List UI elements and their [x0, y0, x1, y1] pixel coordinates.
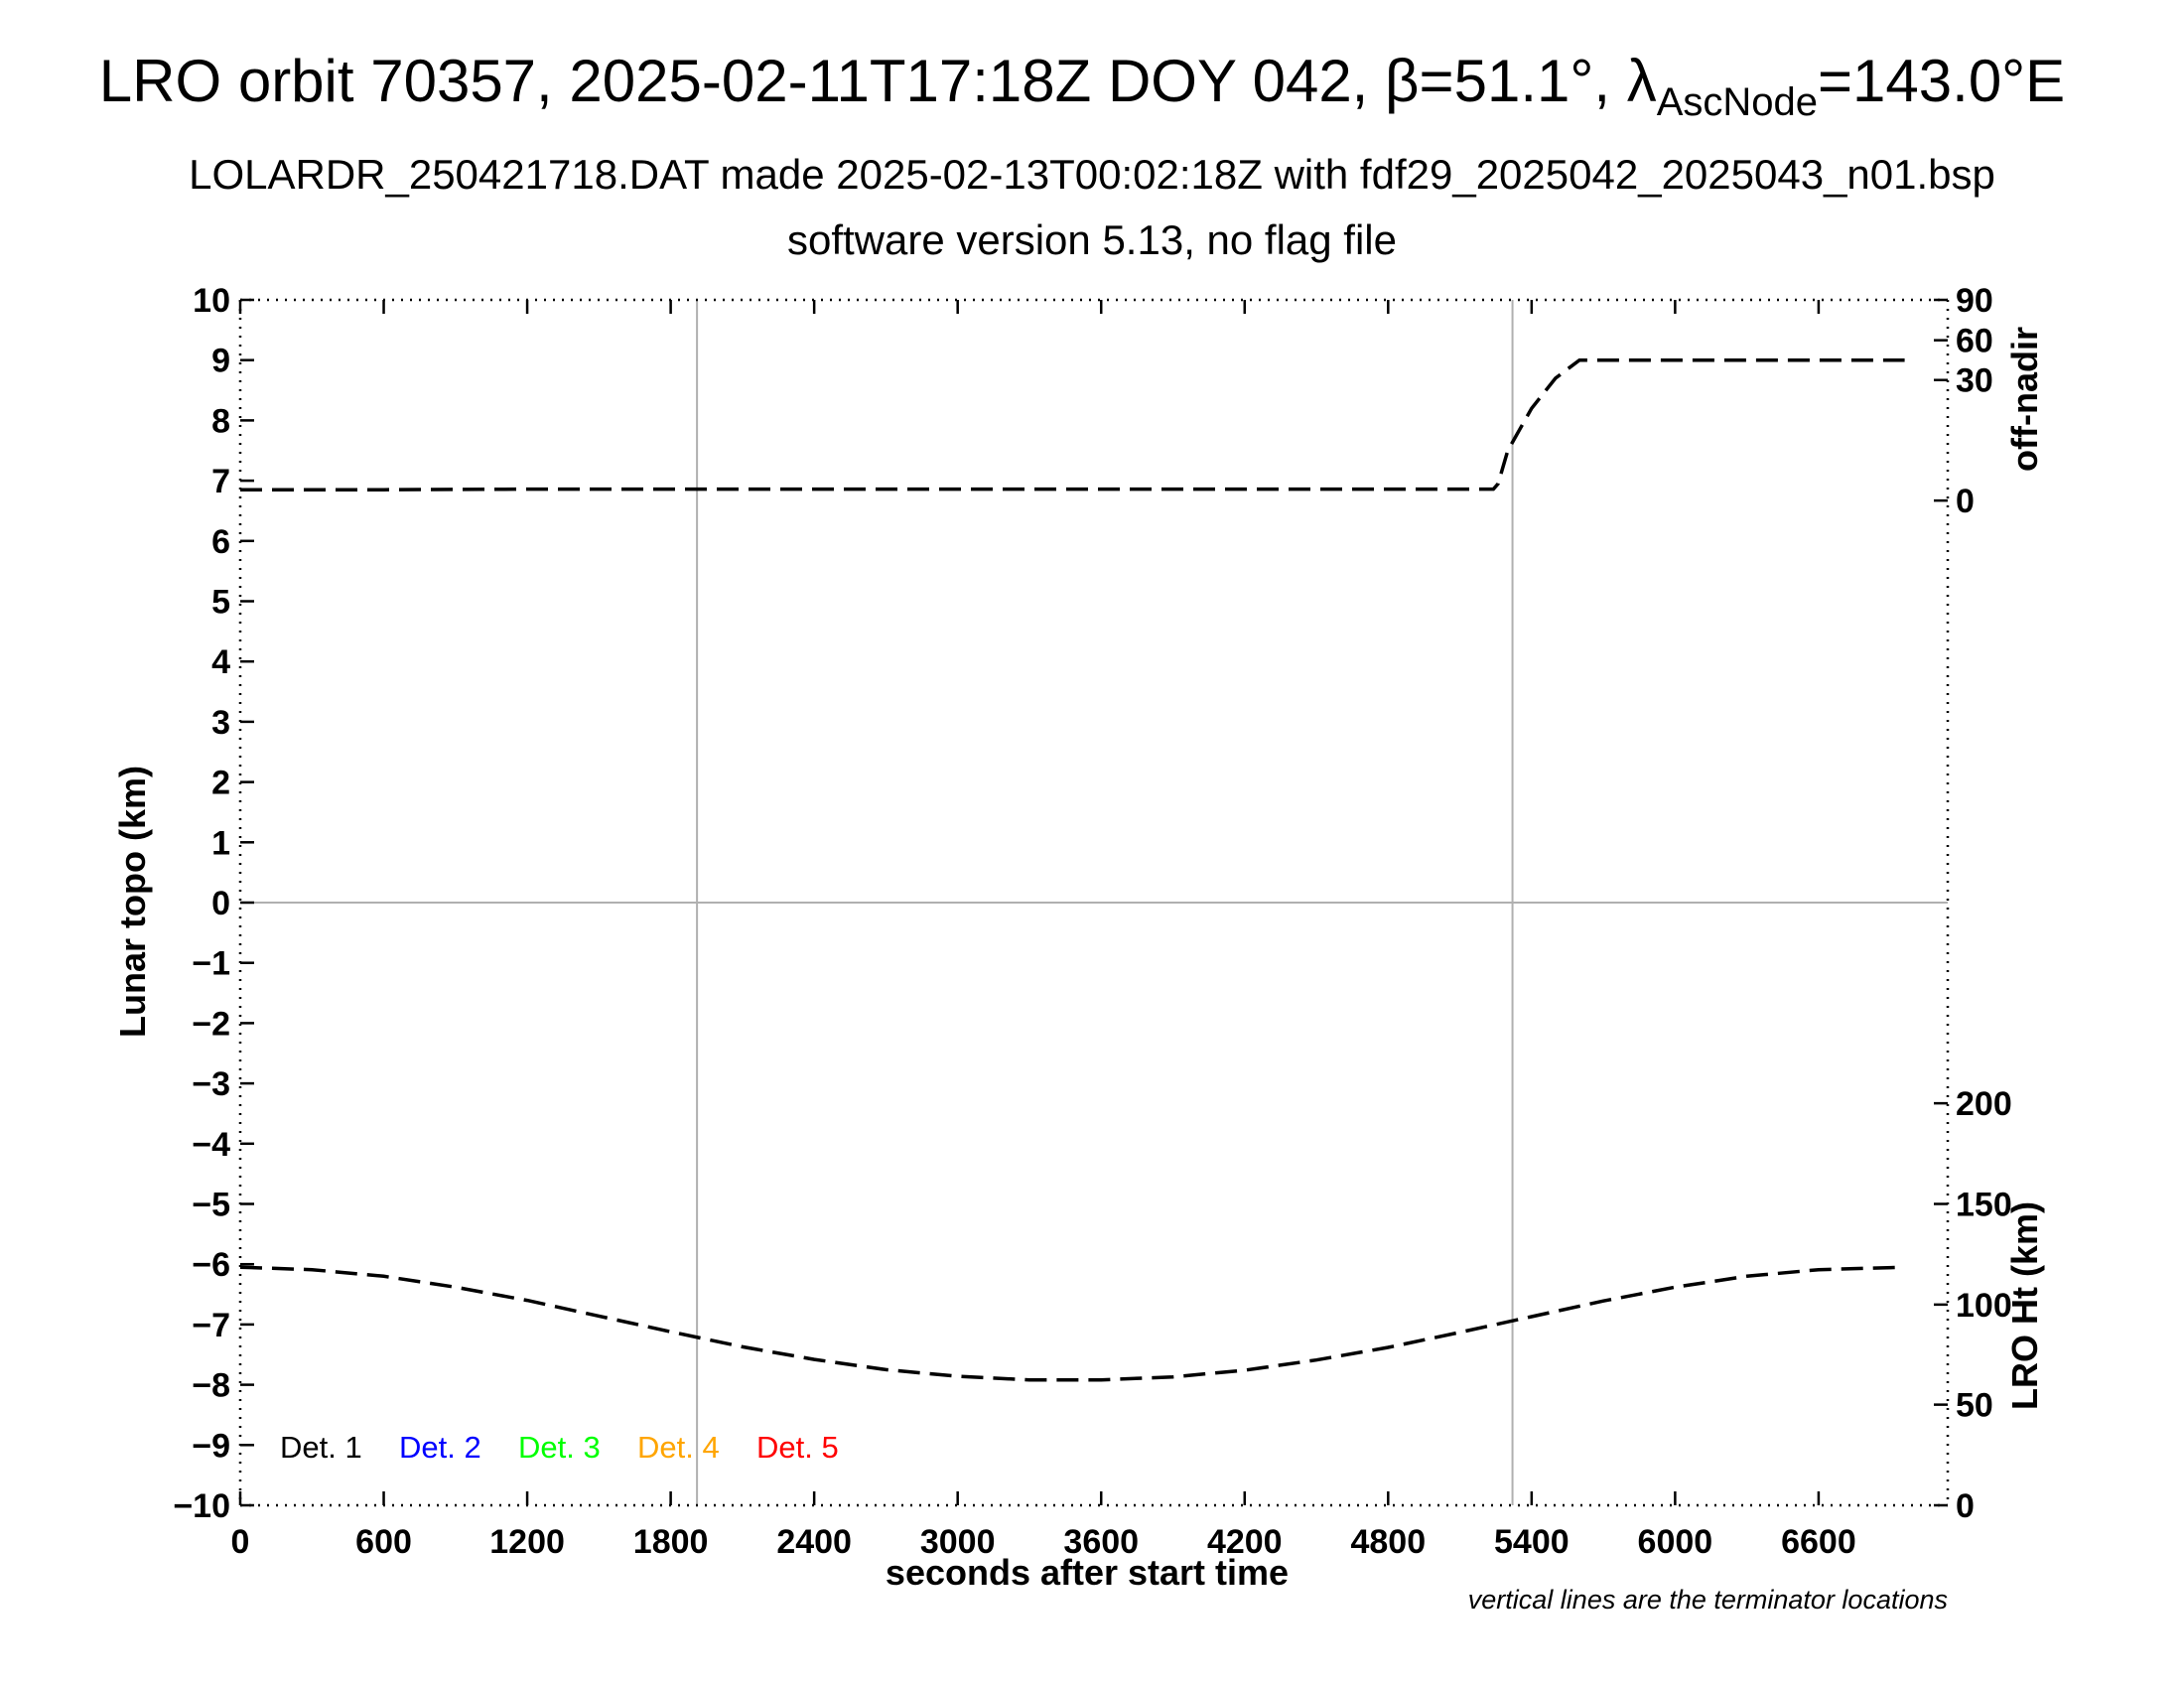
x-tick-label: 600	[355, 1523, 412, 1561]
legend-item-det-2: Det. 2	[399, 1430, 481, 1465]
y-tick-label: 3	[211, 704, 230, 742]
chart-title-subscript: AscNode	[1657, 80, 1818, 124]
off-nadir-tick-label: 90	[1956, 282, 1993, 320]
off-nadir-series	[240, 357, 1905, 492]
lro-ht-tick-label: 100	[1956, 1287, 2012, 1325]
x-tick-label: 3600	[1063, 1523, 1139, 1561]
chart-title: LRO orbit 70357, 2025-02-11T17:18Z DOY 0…	[99, 48, 2065, 124]
legend-item-det-3: Det. 3	[518, 1430, 601, 1465]
x-tick-label: 4200	[1207, 1523, 1283, 1561]
y-tick-label: 6	[211, 523, 230, 561]
x-tick-label: 4800	[1350, 1523, 1426, 1561]
y-tick-label: −2	[192, 1005, 230, 1043]
legend: Det. 1 Det. 2 Det. 3 Det. 4 Det. 5	[280, 1430, 839, 1465]
lro-ht-tick-label: 50	[1956, 1387, 1993, 1425]
y-tick-label: −4	[192, 1126, 230, 1164]
lro-ht-tick-label: 150	[1956, 1187, 2012, 1224]
reference-lines	[240, 300, 1948, 1505]
chart-subtitle-file: LOLARDR_250421718.DAT made 2025-02-13T00…	[189, 151, 1995, 198]
x-tick-label: 3000	[920, 1523, 996, 1561]
y-tick-label: −5	[192, 1187, 230, 1224]
y-tick-label: 10	[193, 282, 230, 320]
y-tick-label: 5	[211, 584, 230, 622]
legend-item-det-4: Det. 4	[637, 1430, 720, 1465]
x-tick-label: 6000	[1638, 1523, 1713, 1561]
y-tick-label: 1	[211, 824, 230, 862]
off-nadir-axis-label: off-nadir	[2004, 327, 2045, 472]
off-nadir-tick-label: 0	[1956, 483, 1975, 520]
x-tick-label: 1800	[633, 1523, 709, 1561]
y-axis-label: Lunar topo (km)	[112, 766, 153, 1038]
terminator-footnote: vertical lines are the terminator locati…	[1468, 1585, 1948, 1615]
off-nadir-tick-label: 30	[1956, 362, 1993, 400]
y-tick-label: 8	[211, 402, 230, 440]
x-tick-label: 5400	[1494, 1523, 1570, 1561]
x-tick-label: 6600	[1781, 1523, 1856, 1561]
x-axis: 0 600 1200 1800 2400 3000 3600 4200 4800 5400 6000…	[231, 300, 1856, 1561]
chart-title-tail: =143.0°E	[1818, 48, 2065, 114]
y-tick-label: 7	[211, 463, 230, 500]
y-tick-label: −10	[173, 1487, 230, 1525]
y-tick-label: −7	[192, 1307, 230, 1344]
chart-title-main: LRO orbit 70357, 2025-02-11T17:18Z DOY 0…	[99, 48, 1657, 114]
legend-item-det-5: Det. 5	[756, 1430, 839, 1465]
x-tick-label: 1200	[489, 1523, 565, 1561]
y-tick-label: 9	[211, 343, 230, 380]
y-tick-label: −9	[192, 1427, 230, 1465]
y-tick-label: 0	[211, 885, 230, 922]
legend-item-det-1: Det. 1	[280, 1430, 362, 1465]
lro-ht-tick-label: 0	[1956, 1487, 1975, 1525]
y-tick-label: −1	[192, 945, 230, 983]
y-tick-label: 4	[211, 643, 230, 681]
y-tick-label: 2	[211, 765, 230, 802]
lro-ht-tick-label: 200	[1956, 1085, 2012, 1123]
y-tick-label: −8	[192, 1367, 230, 1405]
x-tick-label: 2400	[776, 1523, 852, 1561]
x-tick-label: 0	[231, 1523, 250, 1561]
lro-ht-axis-label: LRO Ht (km)	[2004, 1201, 2045, 1410]
data-series	[239, 357, 1905, 1382]
chart-subtitle-software: software version 5.13, no flag file	[787, 216, 1397, 263]
lro-height-series	[239, 1265, 1905, 1382]
off-nadir-tick-label: 60	[1956, 323, 1993, 360]
x-axis-label: seconds after start time	[886, 1552, 1289, 1593]
y-tick-label: −3	[192, 1065, 230, 1103]
y-tick-label: −6	[192, 1246, 230, 1284]
